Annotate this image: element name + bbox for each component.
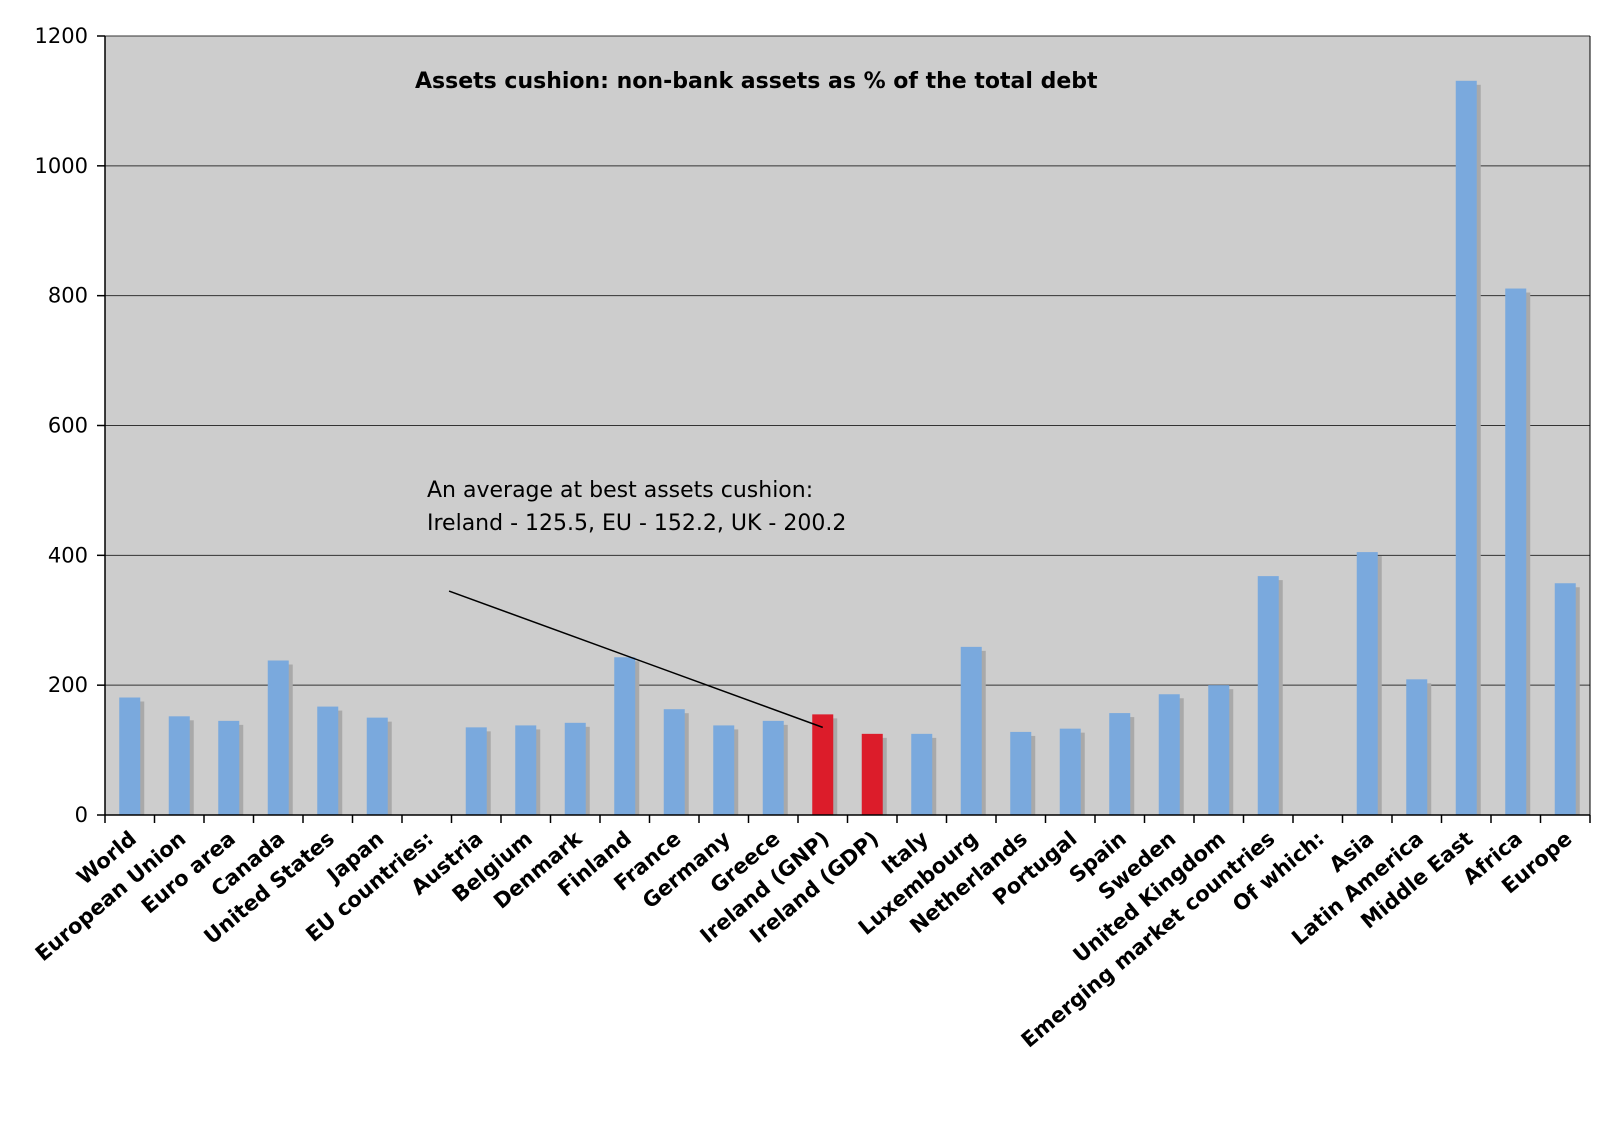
y-tick-label-400: 400 xyxy=(48,543,88,567)
bar-japan xyxy=(366,717,388,815)
bar-asia xyxy=(1356,552,1378,815)
annotation-line-2: Ireland - 125.5, EU - 152.2, UK - 200.2 xyxy=(427,511,846,536)
gridlines xyxy=(105,35,1590,686)
annotation-line-1: An average at best assets cushion: xyxy=(427,478,813,503)
bar-austria xyxy=(465,727,487,815)
annotation-text: An average at best assets cushion: Irela… xyxy=(427,478,846,536)
bar-canada xyxy=(267,660,289,815)
y-tick-label-600: 600 xyxy=(48,414,88,438)
bar-ireland-gdp xyxy=(861,733,883,815)
bar-belgium xyxy=(515,725,537,815)
bar-euro-area xyxy=(218,720,240,815)
bar-africa xyxy=(1505,288,1527,815)
bars xyxy=(119,80,1576,816)
y-tick-labels: 0 200 400 600 800 1000 1200 xyxy=(35,24,88,827)
y-tick-label-1200: 1200 xyxy=(35,24,88,48)
bar-portugal xyxy=(1059,728,1081,815)
chart-title: Assets cushion: non-bank assets as % of … xyxy=(415,69,1098,94)
bar-finland xyxy=(614,657,636,815)
bar-spain xyxy=(1109,713,1131,815)
bar-united-states xyxy=(317,706,339,815)
bar-ireland-gnp xyxy=(812,714,834,815)
bar-united-kingdom xyxy=(1208,685,1230,815)
y-tick-label-800: 800 xyxy=(48,284,88,308)
bar-european-union xyxy=(168,716,190,815)
axes xyxy=(97,35,1591,823)
y-tick-label-1000: 1000 xyxy=(35,154,88,178)
bar-middle-east xyxy=(1455,80,1477,816)
bar-italy xyxy=(911,733,933,815)
bar-france xyxy=(663,709,685,815)
annotation: An average at best assets cushion: Irela… xyxy=(427,478,846,729)
annotation-pointer-line xyxy=(448,590,824,729)
bar-emerging-market-countries xyxy=(1257,576,1279,815)
bar-germany xyxy=(713,725,735,815)
bar-luxembourg xyxy=(960,646,982,815)
bar-world xyxy=(119,697,141,815)
bar-netherlands xyxy=(1010,731,1032,815)
y-tick-label-200: 200 xyxy=(48,673,88,697)
bar-denmark xyxy=(564,722,586,815)
y-tick-label-0: 0 xyxy=(75,803,88,827)
bar-greece xyxy=(762,720,784,815)
bar-europe xyxy=(1554,583,1576,815)
bar-latin-america xyxy=(1406,679,1428,815)
bar-sweden xyxy=(1158,694,1180,815)
